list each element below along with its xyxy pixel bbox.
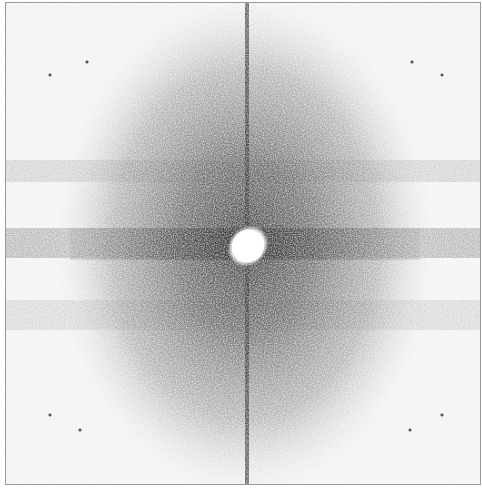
spectrum-view <box>0 0 482 488</box>
spectrum-image <box>6 0 480 488</box>
dc-peak-core <box>232 230 264 262</box>
